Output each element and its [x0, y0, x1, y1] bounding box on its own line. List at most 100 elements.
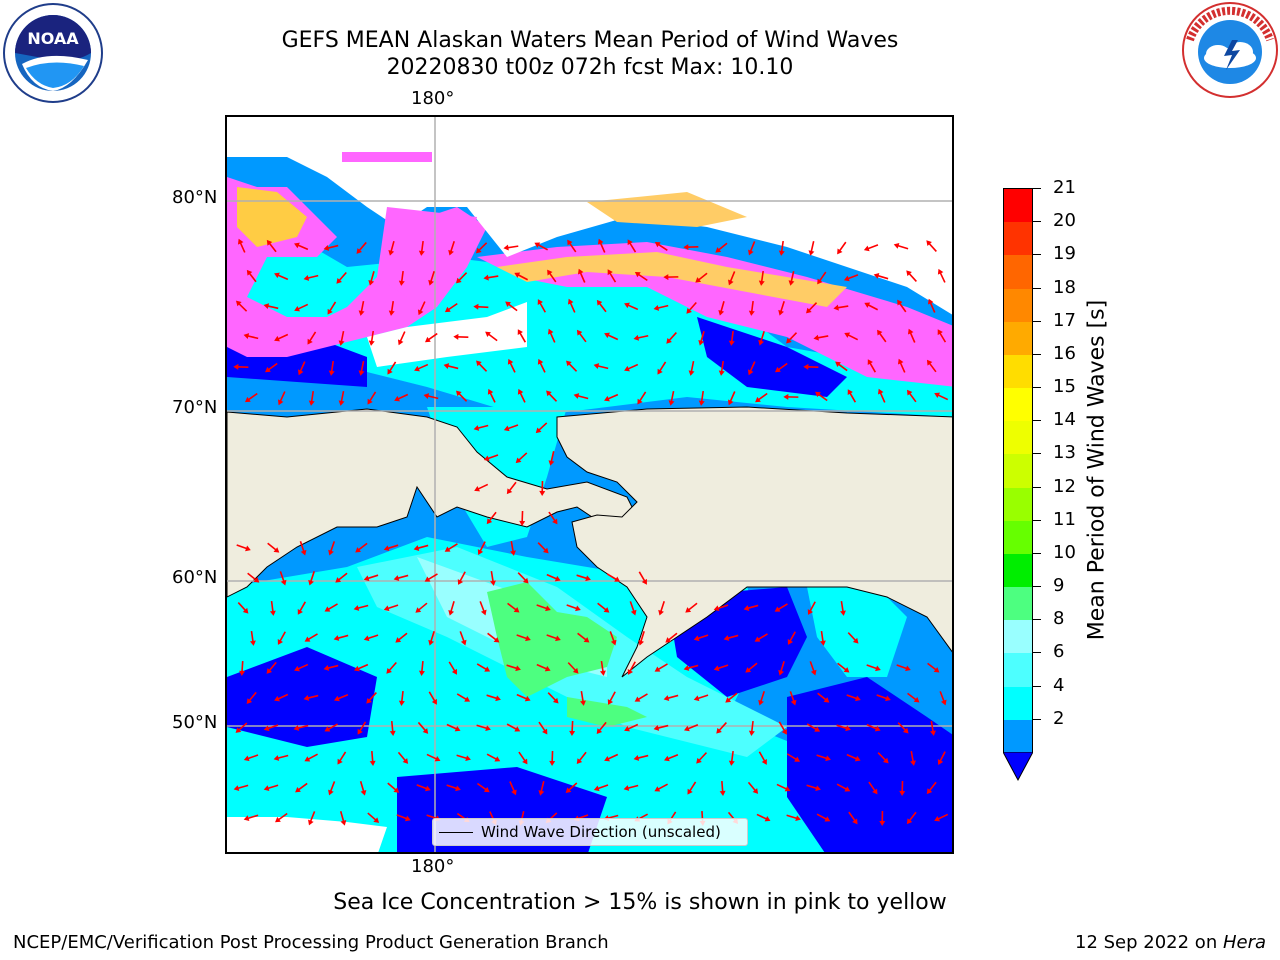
- wave-direction-arrow: [476, 483, 489, 491]
- wave-direction-arrowhead: [580, 700, 586, 706]
- wave-direction-arrow: [840, 600, 845, 614]
- wave-direction-arrow: [459, 631, 466, 643]
- wave-direction-arrow: [847, 632, 858, 642]
- wave-direction-arrow: [726, 634, 739, 640]
- wave-direction-arrowhead: [630, 609, 637, 616]
- wave-direction-arrowhead: [293, 725, 300, 731]
- wave-direction-arrowhead: [778, 669, 784, 676]
- wave-direction-arrowhead: [552, 697, 559, 704]
- wave-direction-arrowhead: [542, 547, 549, 554]
- wave-direction-arrow: [416, 544, 429, 550]
- wave-direction-arrow: [276, 812, 288, 822]
- wave-direction-arrow: [666, 754, 679, 760]
- wave-direction-arrowhead: [398, 700, 405, 706]
- wave-direction-arrow: [929, 301, 936, 313]
- nws-logo: [1180, 0, 1280, 100]
- wave-direction-arrow: [417, 721, 427, 733]
- wave-direction-arrowhead: [844, 786, 851, 792]
- colorbar-tick-mark: [1033, 453, 1041, 455]
- wave-direction-arrow: [329, 541, 336, 553]
- wave-direction-arrowhead: [360, 789, 367, 796]
- wave-direction-arrowhead: [693, 635, 700, 642]
- wave-direction-arrowhead: [808, 250, 815, 256]
- wave-direction-arrowhead: [300, 549, 307, 556]
- wave-direction-arrowhead: [235, 727, 242, 733]
- wave-direction-arrowhead: [663, 755, 670, 762]
- colorbar-tick-label: 18: [1053, 276, 1076, 298]
- wave-direction-arrowhead: [266, 668, 273, 674]
- wave-direction-arrowhead: [383, 605, 390, 612]
- wave-direction-arrow: [548, 271, 557, 283]
- wave-direction-arrow: [836, 305, 849, 309]
- wave-direction-arrow: [506, 245, 519, 249]
- wave-direction-arrowhead: [246, 269, 253, 276]
- colorbar-segment: [1004, 321, 1032, 355]
- ice-floe-1: [342, 152, 432, 162]
- wave-direction-arrowhead: [687, 788, 693, 795]
- wave-direction-arrowhead: [545, 605, 551, 612]
- wave-direction-arrowhead: [417, 309, 424, 316]
- noaa-logo-text: NOAA: [27, 29, 79, 48]
- wave-direction-arrow: [579, 271, 586, 283]
- wave-direction-arrowhead: [817, 278, 823, 285]
- wave-direction-arrowhead: [303, 695, 310, 701]
- wave-direction-arrowhead: [937, 268, 944, 275]
- beaufort-deep-blue: [697, 317, 847, 397]
- footer-credit: NCEP/EMC/Verification Post Processing Pr…: [13, 932, 609, 953]
- wave-direction-arrowhead: [634, 271, 641, 278]
- wave-direction-arrowhead: [654, 242, 661, 248]
- wave-direction-arrow: [299, 541, 305, 553]
- wave-direction-arrowhead: [493, 637, 500, 643]
- wave-direction-arrowhead: [910, 760, 916, 766]
- wave-direction-arrowhead: [774, 606, 781, 612]
- wave-direction-arrow: [569, 301, 576, 313]
- wave-direction-arrow: [779, 301, 785, 313]
- wave-direction-arrowhead: [934, 392, 941, 398]
- wave-direction-arrow: [699, 331, 705, 343]
- wave-direction-arrow: [446, 543, 458, 551]
- wave-direction-arrowhead: [243, 755, 250, 762]
- wave-direction-arrowhead: [304, 636, 311, 642]
- wave-direction-arrow: [656, 243, 668, 251]
- wave-direction-arrow: [326, 723, 338, 731]
- colorbar-tick-mark: [1033, 685, 1041, 687]
- wave-direction-arrow: [241, 660, 244, 674]
- wave-direction-arrow: [270, 600, 274, 614]
- wave-direction-arrow: [246, 392, 258, 402]
- colorbar-segment: [1004, 421, 1032, 455]
- wave-direction-arrowhead: [353, 605, 360, 611]
- wave-direction-arrowhead: [604, 755, 610, 762]
- wave-direction-arrow: [716, 604, 729, 610]
- wave-direction-arrowhead: [877, 329, 883, 336]
- colorbar-tick-mark: [1033, 320, 1041, 322]
- wave-direction-arrowhead: [585, 575, 591, 582]
- wave-direction-arrowhead: [835, 361, 841, 368]
- wave-direction-arrowhead: [696, 757, 702, 764]
- wave-direction-arrowhead: [637, 398, 643, 405]
- wave-direction-arrowhead: [683, 244, 689, 251]
- wave-direction-arrowhead: [604, 332, 610, 339]
- wave-direction-arrowhead: [363, 635, 370, 642]
- wave-direction-arrow: [721, 780, 724, 794]
- wave-direction-arrowhead: [486, 518, 493, 525]
- wave-direction-arrowhead: [537, 299, 543, 306]
- colorbar-segment: [1004, 553, 1032, 588]
- wave-direction-arrow: [337, 572, 348, 582]
- wave-direction-arrow: [939, 691, 946, 703]
- wave-direction-arrowhead: [327, 308, 333, 315]
- wave-direction-arrowhead: [654, 786, 661, 792]
- wave-direction-arrow: [656, 783, 668, 791]
- wave-direction-arrowhead: [363, 575, 370, 582]
- wave-direction-arrowhead: [658, 609, 664, 616]
- wave-direction-arrow: [720, 360, 725, 374]
- wave-direction-arrowhead: [784, 785, 791, 792]
- chart-subtitle: 20220830 t00z 072h fcst Max: 10.10: [386, 55, 794, 80]
- lat-label-70: 70°N: [172, 397, 218, 418]
- wave-direction-arrow: [597, 721, 607, 733]
- wave-direction-arrowhead: [847, 389, 853, 396]
- wave-direction-arrow: [276, 693, 289, 701]
- wave-direction-arrowhead: [906, 270, 912, 277]
- wave-direction-arrow: [538, 301, 546, 313]
- wave-direction-arrowhead: [510, 550, 516, 556]
- wave-direction-arrow: [446, 784, 459, 790]
